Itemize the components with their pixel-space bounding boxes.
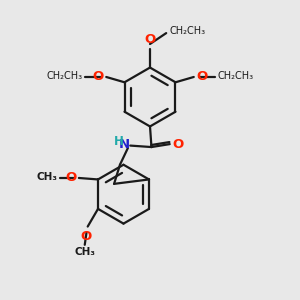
Text: O: O xyxy=(81,230,92,243)
Text: O: O xyxy=(65,171,76,184)
Text: N: N xyxy=(118,138,129,151)
Text: O: O xyxy=(173,138,184,151)
Text: H: H xyxy=(114,135,124,148)
Text: CH₃: CH₃ xyxy=(74,247,95,257)
Text: O: O xyxy=(92,70,103,83)
Text: CH₃: CH₃ xyxy=(36,172,57,182)
Text: CH₂CH₃: CH₂CH₃ xyxy=(169,26,205,36)
Text: O: O xyxy=(197,70,208,83)
Text: CH₂CH₃: CH₂CH₃ xyxy=(46,71,83,81)
Text: O: O xyxy=(144,33,156,46)
Text: CH₂CH₃: CH₂CH₃ xyxy=(217,71,254,81)
